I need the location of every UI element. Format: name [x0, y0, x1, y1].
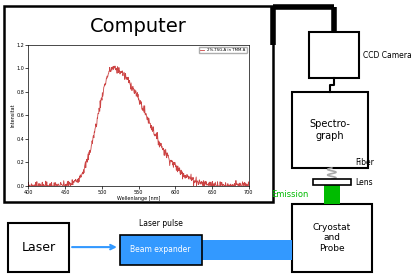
Bar — [4, 6, 273, 202]
Bar — [8, 223, 69, 272]
Bar — [324, 185, 340, 204]
Text: Emission: Emission — [271, 190, 309, 199]
Bar — [309, 32, 359, 78]
Text: Laser: Laser — [22, 241, 56, 254]
Text: Laser pulse: Laser pulse — [139, 219, 183, 228]
Text: Spectro-
graph: Spectro- graph — [309, 119, 350, 141]
Bar — [313, 179, 351, 185]
Bar — [292, 92, 368, 168]
Text: Cryostat
and
Probe: Cryostat and Probe — [312, 223, 351, 253]
X-axis label: Wellenlange [nm]: Wellenlange [nm] — [117, 197, 160, 202]
Text: Beam expander: Beam expander — [130, 245, 191, 255]
Y-axis label: Intensitat: Intensitat — [10, 104, 15, 127]
Text: Computer: Computer — [90, 17, 187, 36]
Bar — [292, 204, 372, 272]
Text: Fiber: Fiber — [355, 158, 374, 167]
Text: Lens: Lens — [355, 178, 373, 187]
Bar — [120, 235, 202, 265]
Legend: 2%-TSG-A in TMM-A: 2%-TSG-A in TMM-A — [199, 47, 247, 53]
Text: CCD Camera: CCD Camera — [363, 51, 412, 60]
Bar — [202, 240, 292, 260]
